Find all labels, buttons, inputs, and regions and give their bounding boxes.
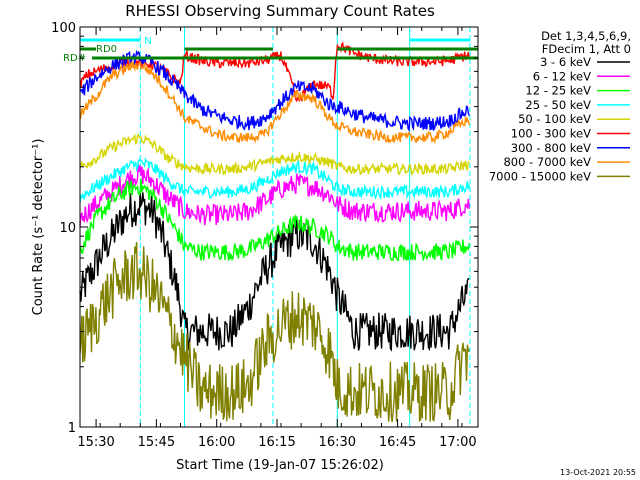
x-tick-label: 16:15 bbox=[258, 435, 295, 450]
x-tick-label: 16:45 bbox=[379, 435, 416, 450]
x-tick-label: 17:00 bbox=[439, 435, 476, 450]
y-axis-label: Count Rate (s⁻¹ detector⁻¹) bbox=[31, 139, 46, 316]
x-axis: 15:30 15:45 16:00 16:15 16:30 16:45 17:00 bbox=[77, 27, 477, 450]
legend-label: 50 - 100 keV bbox=[518, 112, 591, 126]
x-tick-label: 15:45 bbox=[138, 435, 175, 450]
series-line-2 bbox=[79, 164, 470, 227]
x-tick-label: 16:00 bbox=[198, 435, 235, 450]
y-axis: 1 10 100 bbox=[51, 21, 478, 436]
chart-title: RHESSI Observing Summary Count Rates bbox=[125, 2, 435, 20]
flag-rd0-label: RD0 bbox=[96, 44, 117, 55]
footer-timestamp: 13-Oct-2021 20:55 bbox=[560, 468, 636, 477]
plot-area: N RD0 RD# bbox=[63, 27, 478, 427]
x-tick-label: 15:30 bbox=[77, 435, 114, 450]
flag-rd-label: RD# bbox=[63, 53, 86, 64]
series-line-9 bbox=[79, 242, 470, 423]
legend-label: 800 - 7000 keV bbox=[503, 155, 591, 169]
legend-header-line-2: FDecim 1, Att 0 bbox=[542, 42, 631, 56]
night-marker-label: N bbox=[144, 36, 151, 47]
legend-label: 300 - 800 keV bbox=[511, 141, 591, 155]
series-line-1 bbox=[79, 192, 470, 352]
y-tick-label: 10 bbox=[59, 221, 76, 236]
series-line-3 bbox=[79, 178, 470, 262]
legend-label: 6 - 12 keV bbox=[533, 69, 591, 83]
legend-header-line-1: Det 1,3,4,5,6,9, bbox=[541, 29, 631, 43]
legend-label: 3 - 6 keV bbox=[540, 55, 591, 69]
series-line-5 bbox=[79, 133, 470, 176]
legend-label: 25 - 50 keV bbox=[525, 98, 591, 112]
y-tick-label: 1 bbox=[68, 421, 76, 436]
x-axis-label: Start Time (19-Jan-07 15:26:02) bbox=[176, 458, 384, 473]
legend-label: 7000 - 15000 keV bbox=[489, 169, 591, 183]
y-tick-label: 100 bbox=[51, 21, 76, 36]
x-tick-label: 16:30 bbox=[319, 435, 356, 450]
legend-label: 12 - 25 keV bbox=[525, 84, 591, 98]
series-line-8 bbox=[79, 61, 470, 144]
series-line-4 bbox=[79, 156, 470, 203]
legend-label: 100 - 300 keV bbox=[511, 127, 591, 141]
